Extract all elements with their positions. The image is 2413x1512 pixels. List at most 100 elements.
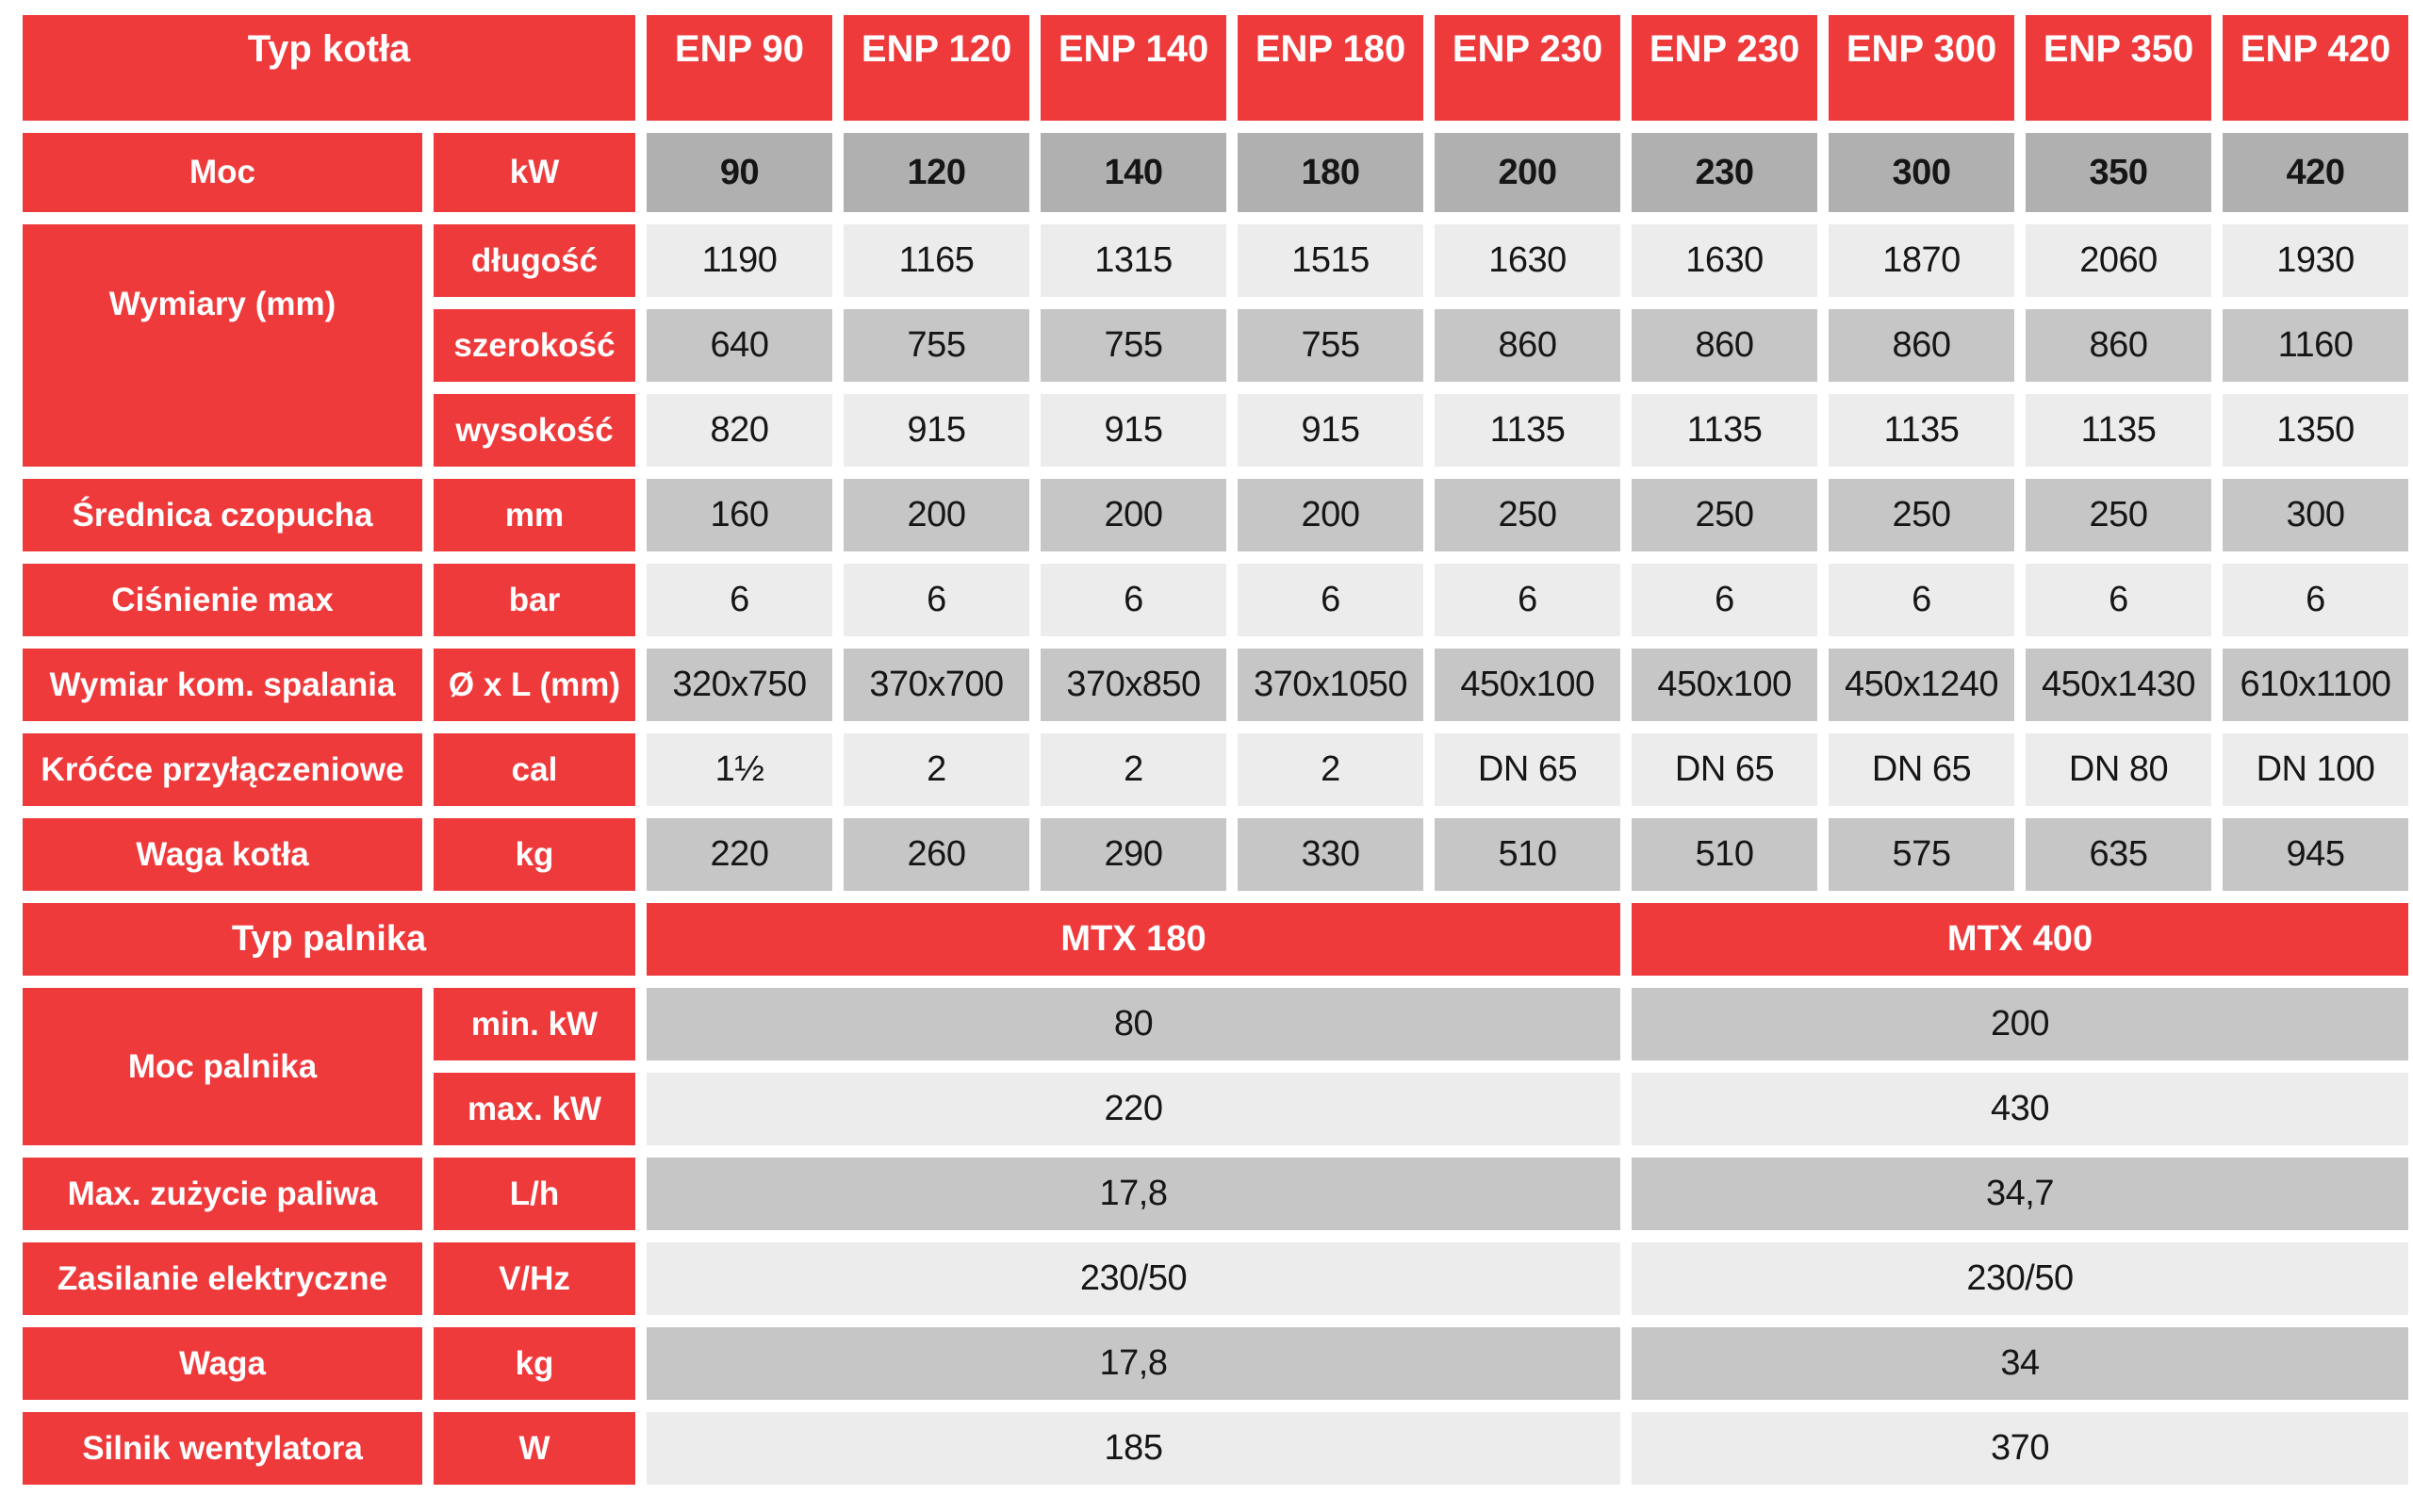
value-cell: 350 bbox=[2026, 133, 2211, 212]
value-cell: 450x100 bbox=[1632, 649, 1817, 721]
value-cell: 755 bbox=[1041, 309, 1226, 382]
unit-label: max. kW bbox=[434, 1073, 635, 1145]
value-cell: 34,7 bbox=[1632, 1158, 2408, 1230]
burner-header-row: Typ palnika MTX 180 MTX 400 bbox=[23, 903, 2408, 976]
table-row-srednica: Średnica czopucha mm 160 200 200 200 250… bbox=[23, 479, 2408, 551]
value-cell: 370x1050 bbox=[1238, 649, 1423, 721]
table-row-moc: Moc kW 90 120 140 180 200 230 300 350 42… bbox=[23, 133, 2408, 212]
value-cell: 915 bbox=[1041, 394, 1226, 467]
unit-label: V/Hz bbox=[434, 1242, 635, 1315]
table-row-krocce: Króćce przyłączeniowe cal 1½ 2 2 2 DN 65… bbox=[23, 733, 2408, 806]
unit-label: Ø x L (mm) bbox=[434, 649, 635, 721]
value-cell: 160 bbox=[647, 479, 832, 551]
col-header-enp120: ENP 120 bbox=[844, 15, 1029, 121]
value-cell: 1630 bbox=[1632, 224, 1817, 297]
value-cell: 250 bbox=[1632, 479, 1817, 551]
value-cell: 300 bbox=[1829, 133, 2014, 212]
value-cell: 1870 bbox=[1829, 224, 2014, 297]
value-cell: 200 bbox=[1435, 133, 1620, 212]
value-cell: 420 bbox=[2223, 133, 2408, 212]
value-cell: 250 bbox=[2026, 479, 2211, 551]
header-row: Typ kotła ENP 90 ENP 120 ENP 140 ENP 180… bbox=[23, 15, 2408, 121]
unit-label: długość bbox=[434, 224, 635, 297]
value-cell: 1160 bbox=[2223, 309, 2408, 382]
table-row-szerokosc: szerokość 640 755 755 755 860 860 860 86… bbox=[23, 309, 2408, 382]
unit-label: kg bbox=[434, 818, 635, 891]
value-cell: 450x1240 bbox=[1829, 649, 2014, 721]
value-cell: 860 bbox=[1435, 309, 1620, 382]
value-cell: 610x1100 bbox=[2223, 649, 2408, 721]
table-row-wysokosc: wysokość 820 915 915 915 1135 1135 1135 … bbox=[23, 394, 2408, 467]
value-cell: DN 80 bbox=[2026, 733, 2211, 806]
value-cell: 180 bbox=[1238, 133, 1423, 212]
unit-label: W bbox=[434, 1412, 635, 1485]
value-cell: 6 bbox=[1238, 564, 1423, 636]
value-cell: 430 bbox=[1632, 1073, 2408, 1145]
value-cell: 6 bbox=[2223, 564, 2408, 636]
col-header-enp140: ENP 140 bbox=[1041, 15, 1226, 121]
value-cell: 370x850 bbox=[1041, 649, 1226, 721]
value-cell: 820 bbox=[647, 394, 832, 467]
value-cell: 370 bbox=[1632, 1412, 2408, 1485]
value-cell: 17,8 bbox=[647, 1327, 1620, 1400]
unit-label: min. kW bbox=[434, 988, 635, 1060]
value-cell: 250 bbox=[1435, 479, 1620, 551]
row-label: Zasilanie elektryczne bbox=[23, 1242, 422, 1315]
value-cell: 6 bbox=[647, 564, 832, 636]
table-row-komora: Wymiar kom. spalania Ø x L (mm) 320x750 … bbox=[23, 649, 2408, 721]
table-row-moc-palnika-max: max. kW 220 430 bbox=[23, 1073, 2408, 1145]
col-header-enp230a: ENP 230 bbox=[1435, 15, 1620, 121]
unit-label: kW bbox=[434, 133, 635, 212]
unit-label: bar bbox=[434, 564, 635, 636]
value-cell: 230/50 bbox=[647, 1242, 1620, 1315]
value-cell: 450x1430 bbox=[2026, 649, 2211, 721]
value-cell: 230/50 bbox=[1632, 1242, 2408, 1315]
unit-label: wysokość bbox=[434, 394, 635, 467]
table-row-waga-palnika: Waga kg 17,8 34 bbox=[23, 1327, 2408, 1400]
value-cell: 17,8 bbox=[647, 1158, 1620, 1230]
boiler-type-header: Typ kotła bbox=[23, 15, 635, 121]
value-cell: 1½ bbox=[647, 733, 832, 806]
value-cell: 860 bbox=[1632, 309, 1817, 382]
value-cell: 640 bbox=[647, 309, 832, 382]
value-cell: 1930 bbox=[2223, 224, 2408, 297]
value-cell: 1165 bbox=[844, 224, 1029, 297]
row-label: Ciśnienie max bbox=[23, 564, 422, 636]
row-label: Króćce przyłączeniowe bbox=[23, 733, 422, 806]
row-label: Silnik wentylatora bbox=[23, 1412, 422, 1485]
value-cell: 575 bbox=[1829, 818, 2014, 891]
unit-label: kg bbox=[434, 1327, 635, 1400]
row-label: Moc bbox=[23, 133, 422, 212]
value-cell: 1350 bbox=[2223, 394, 2408, 467]
value-cell: 200 bbox=[1632, 988, 2408, 1060]
burner-group-header-mtx180: MTX 180 bbox=[647, 903, 1620, 976]
value-cell: 510 bbox=[1632, 818, 1817, 891]
value-cell: 120 bbox=[844, 133, 1029, 212]
value-cell: 915 bbox=[1238, 394, 1423, 467]
value-cell: 1190 bbox=[647, 224, 832, 297]
value-cell: 250 bbox=[1829, 479, 2014, 551]
value-cell: 1135 bbox=[2026, 394, 2211, 467]
value-cell: DN 65 bbox=[1435, 733, 1620, 806]
row-label: Średnica czopucha bbox=[23, 479, 422, 551]
value-cell: 755 bbox=[844, 309, 1029, 382]
unit-label: L/h bbox=[434, 1158, 635, 1230]
value-cell: 510 bbox=[1435, 818, 1620, 891]
value-cell: DN 100 bbox=[2223, 733, 2408, 806]
col-header-enp420: ENP 420 bbox=[2223, 15, 2408, 121]
value-cell: 1315 bbox=[1041, 224, 1226, 297]
value-cell: 6 bbox=[1829, 564, 2014, 636]
col-header-enp230b: ENP 230 bbox=[1632, 15, 1817, 121]
value-cell: 230 bbox=[1632, 133, 1817, 212]
table-row-waga-kotla: Waga kotła kg 220 260 290 330 510 510 57… bbox=[23, 818, 2408, 891]
col-header-enp180: ENP 180 bbox=[1238, 15, 1423, 121]
table-row-dlugosc: Wymiary (mm) długość 1190 1165 1315 1515… bbox=[23, 224, 2408, 467]
table-row-moc-palnika-min: Moc palnika min. kW 80 200 bbox=[23, 988, 2408, 1145]
value-cell: 200 bbox=[844, 479, 1029, 551]
value-cell: 635 bbox=[2026, 818, 2211, 891]
row-label-moc-palnika: Moc palnika bbox=[23, 988, 422, 1145]
value-cell: 220 bbox=[647, 818, 832, 891]
unit-label: mm bbox=[434, 479, 635, 551]
value-cell: 1515 bbox=[1238, 224, 1423, 297]
value-cell: 320x750 bbox=[647, 649, 832, 721]
